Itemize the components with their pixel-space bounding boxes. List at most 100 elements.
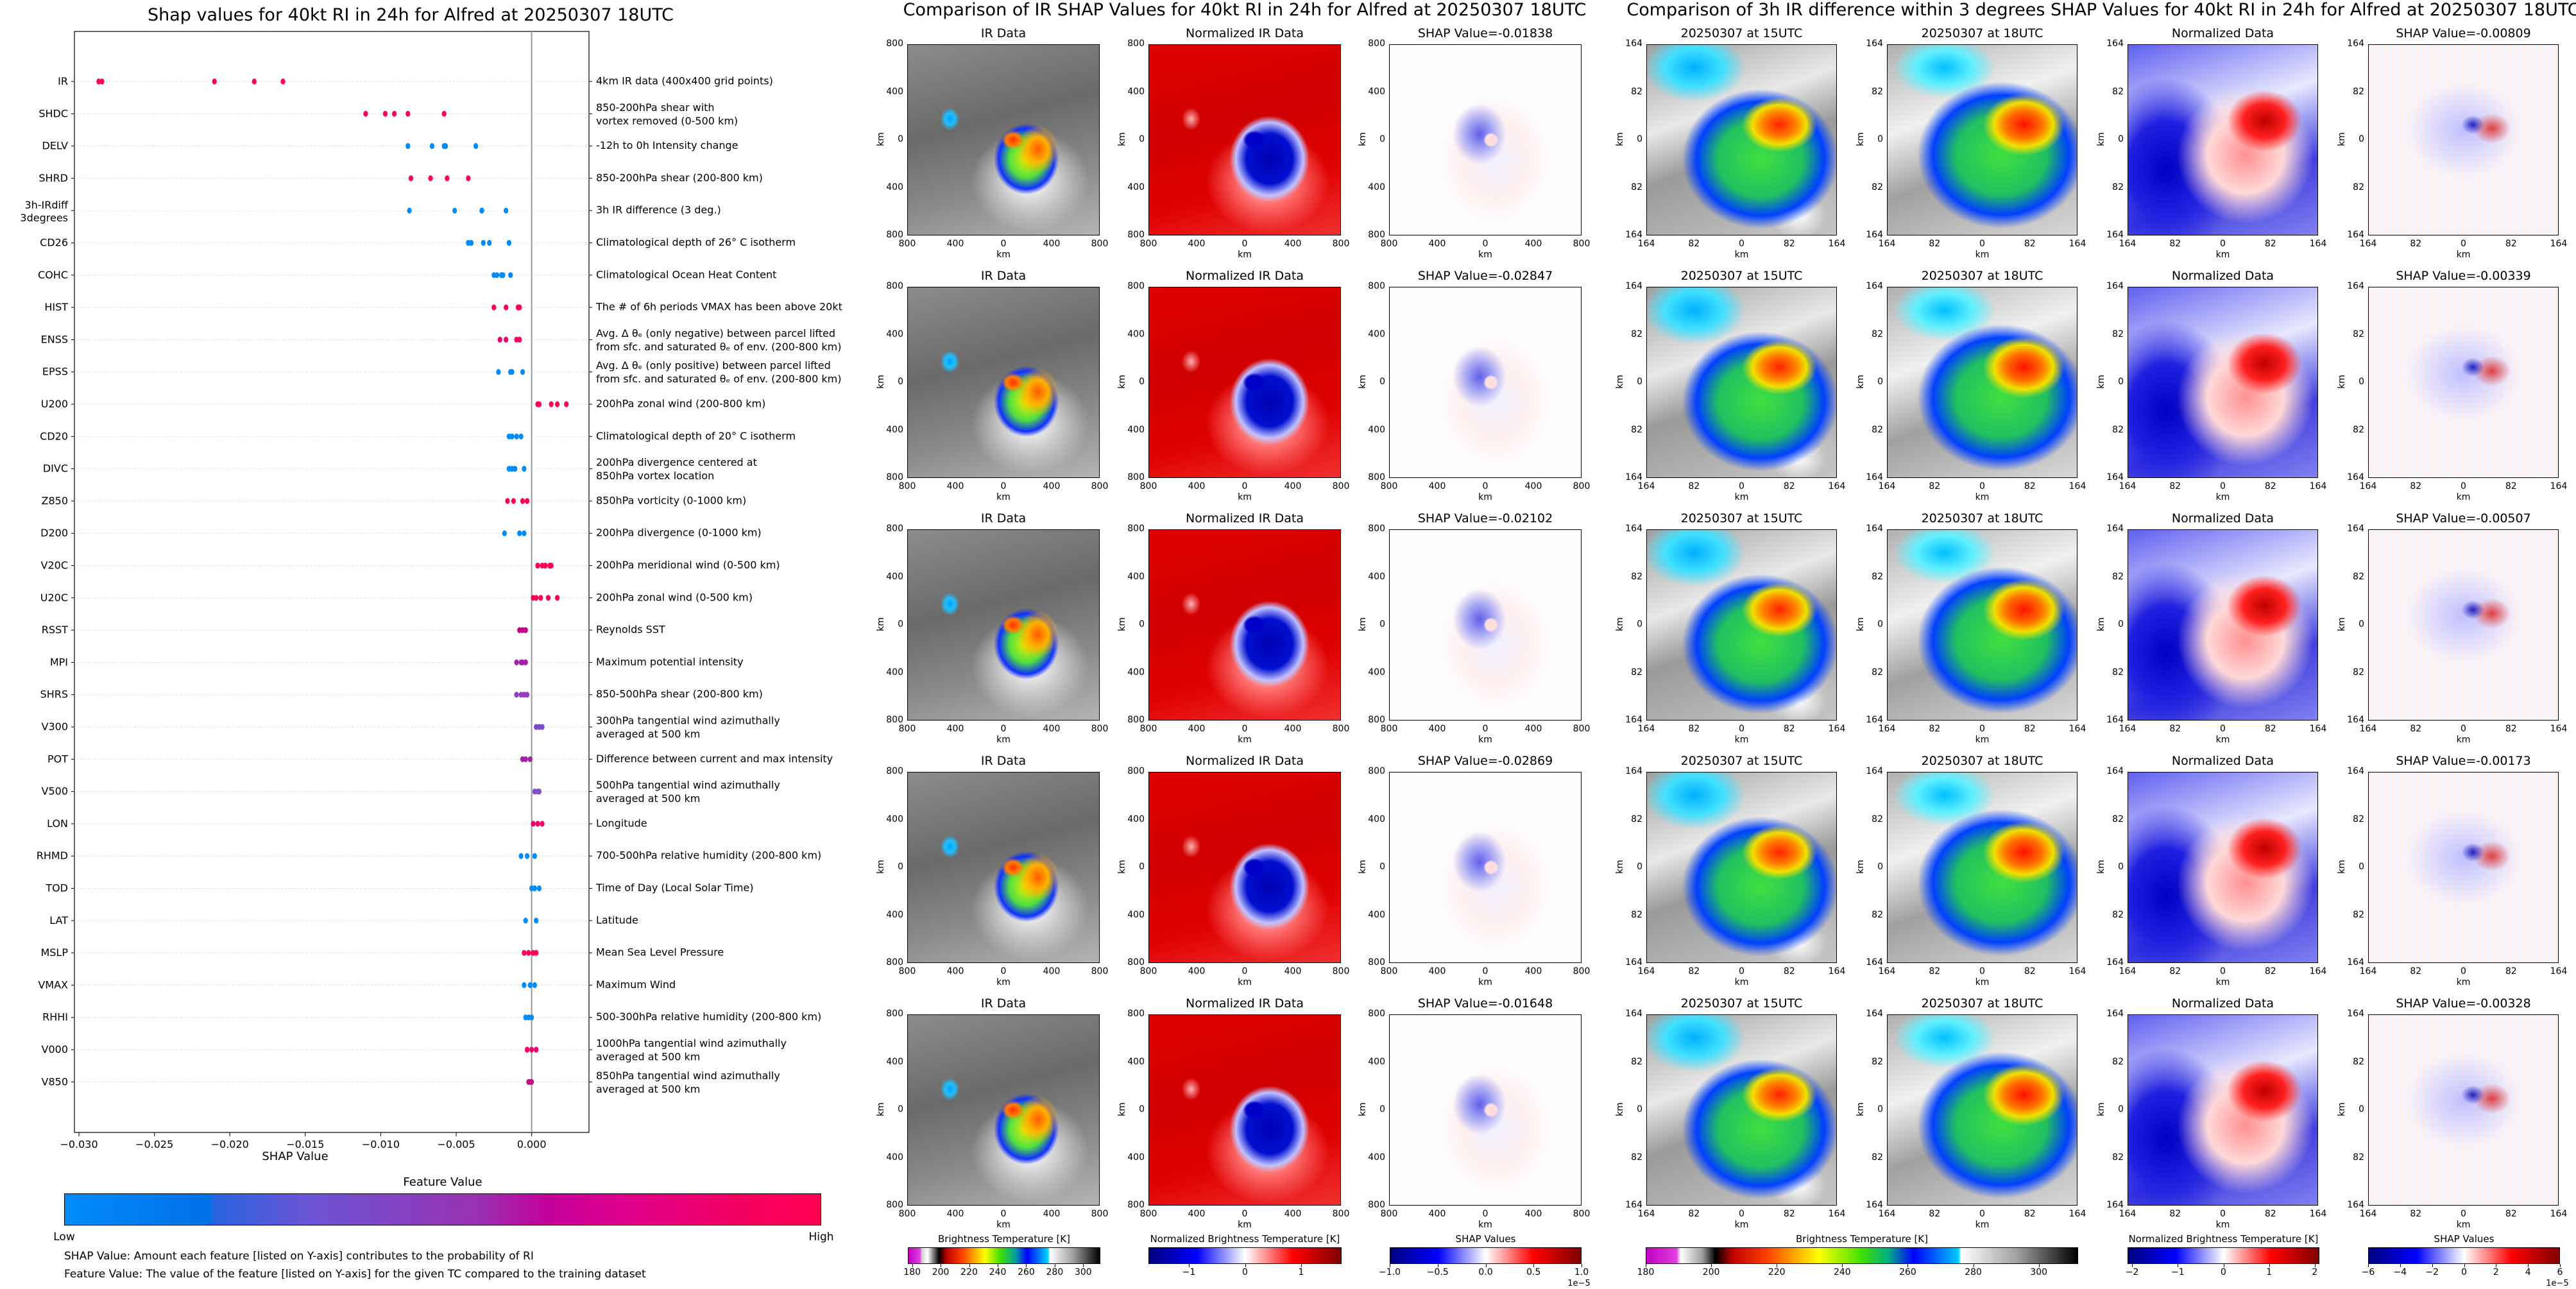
shap-point [363, 110, 368, 117]
shap-point [473, 143, 479, 149]
x-tick-label: 400 [1043, 239, 1061, 249]
x-tick-label: 82 [2410, 1209, 2422, 1219]
feature-description: from sfc. and saturated θₑ of env. (200-… [596, 373, 841, 385]
colorbar-tick [2269, 1264, 2270, 1267]
normalized-ir-data-title: Normalized IR Data [1186, 996, 1304, 1011]
x-tick-label: 164 [2359, 1209, 2377, 1219]
y-axis-label: km [875, 132, 886, 146]
y-tick-label: 800 [1368, 957, 1385, 968]
x-tick-label: 400 [946, 481, 964, 491]
feature-description: Difference between current and max inten… [596, 753, 833, 765]
x-axis-label: SHAP Value [262, 1150, 328, 1163]
x-tick-label: 164 [2119, 239, 2137, 249]
y-tick-label: 800 [1127, 230, 1145, 240]
colorbar-tick-label: 280 [1046, 1267, 1064, 1277]
x-tick-label: 164 [2359, 966, 2377, 977]
ir-15utc-title: 20250307 at 15UTC [1680, 26, 1803, 40]
x-tick-label: 164 [2359, 239, 2377, 249]
shap-point [392, 110, 397, 117]
shap-point [524, 1046, 530, 1053]
x-tick-label: 400 [1284, 966, 1302, 977]
x-tick-label: 400 [1043, 481, 1061, 491]
x-tick-label: 0 [2220, 1209, 2226, 1219]
x-tick-label: 0 [2461, 481, 2466, 491]
x-tick-label: 0 [1241, 481, 1248, 491]
feature-label: V850 [42, 1075, 68, 1088]
y-tick-label: 400 [1127, 329, 1145, 339]
x-tick-label: 400 [1188, 1209, 1206, 1219]
y-tick-label: 400 [1368, 424, 1385, 435]
y-tick-label: 82 [1872, 1152, 1883, 1163]
x-tick-label: 82 [1783, 724, 1795, 734]
x-tick-label: 400 [1043, 1209, 1061, 1219]
shap-point [497, 336, 502, 343]
shap-point [518, 853, 524, 859]
y-tick-label: 82 [1872, 182, 1883, 192]
x-tick-label: 164 [1828, 966, 1846, 977]
y-tick-label: 82 [2112, 329, 2124, 339]
y-tick-label: 164 [2347, 715, 2364, 725]
x-tick-label: 800 [1380, 966, 1398, 977]
feature-label: V500 [42, 785, 68, 797]
y-tick-label: 0 [2358, 862, 2364, 872]
shap-point [382, 110, 388, 117]
x-tick-label: 0 [1739, 481, 1744, 491]
x-tick-label: 82 [2410, 966, 2422, 977]
x-tick-label: 164 [1637, 239, 1655, 249]
x-tick-label: 400 [1428, 481, 1446, 491]
feature-description: from sfc. and saturated θₑ of env. (200-… [596, 341, 841, 353]
x-tick-label: 400 [1524, 724, 1542, 734]
x-tick-label: −0.005 [437, 1138, 475, 1150]
x-tick-label: 0 [1000, 1209, 1007, 1219]
x-tick-label: 0 [1000, 481, 1007, 491]
shap-summary-chart: IR 4km IR data (400x400 grid points) SHDC 8… [20, 31, 842, 1150]
feature-label: CD26 [40, 236, 68, 248]
ir-shap-map-title: SHAP Value=-0.02102 [1417, 511, 1553, 525]
x-tick-label: 0 [1979, 1209, 1985, 1219]
y-tick-label: 800 [1368, 1200, 1385, 1210]
shap-point [280, 78, 286, 85]
x-tick-label: 164 [1828, 1209, 1846, 1219]
shap-point [514, 692, 519, 698]
y-axis-label: km [1855, 860, 1866, 874]
shap-point [479, 207, 484, 214]
y-tick-label: 82 [1872, 814, 1883, 824]
y-axis-label: km [1116, 1102, 1127, 1116]
x-tick-label: 164 [2550, 239, 2568, 249]
shap-point [535, 821, 540, 827]
y-axis-label: km [1614, 375, 1625, 389]
y-tick-label: 82 [1631, 814, 1642, 824]
shap-point [545, 595, 551, 601]
shap-point [504, 336, 509, 343]
y-tick-label: 800 [1368, 1009, 1385, 1019]
x-tick-label: 0 [1739, 239, 1744, 249]
x-tick-label: 0 [1241, 239, 1248, 249]
y-tick-label: 800 [1127, 38, 1145, 49]
y-tick-label: 0 [1877, 619, 1883, 629]
y-axis-label: km [2095, 375, 2106, 389]
colorbar-tick [2314, 1264, 2316, 1267]
colorbar-tick [2560, 1264, 2561, 1267]
feature-label: SHRS [40, 688, 68, 700]
x-tick-label: 0.000 [517, 1138, 547, 1150]
ir-18utc-title: 20250307 at 18UTC [1921, 754, 2043, 768]
shap-point [445, 175, 450, 182]
normalized-ir-data-image [1148, 44, 1341, 235]
x-axis-label: km [2215, 492, 2230, 502]
shap-point [99, 78, 105, 85]
feature-label: CD20 [40, 430, 68, 442]
feature-label: POT [47, 753, 68, 765]
x-tick-label: 82 [1929, 239, 1941, 249]
x-tick-label: 82 [1783, 966, 1795, 977]
diff-shap-map-title: SHAP Value=-0.00507 [2396, 511, 2531, 525]
feature-label: Z850 [42, 494, 69, 506]
y-tick-label: 400 [1368, 329, 1385, 339]
x-tick-label: 164 [1828, 481, 1846, 491]
x-tick-label: 82 [2169, 1209, 2181, 1219]
x-tick-label: 164 [2068, 1209, 2086, 1219]
feature-description: Latitude [596, 914, 638, 926]
y-tick-label: 0 [1139, 134, 1145, 144]
y-tick-label: 164 [2106, 1200, 2124, 1210]
x-tick-label: 800 [1573, 966, 1591, 977]
shap-point [538, 595, 543, 601]
